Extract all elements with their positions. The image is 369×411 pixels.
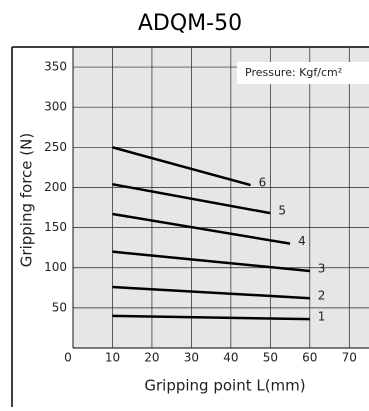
series-line bbox=[112, 146, 251, 187]
x-tick-label: 30 bbox=[184, 351, 199, 365]
x-tick-label: 0 bbox=[64, 351, 72, 365]
x-tick-label: 50 bbox=[263, 351, 278, 365]
y-tick-label: 100 bbox=[44, 260, 67, 274]
y-tick-label: 250 bbox=[44, 140, 67, 154]
plot: 50 100 150 200 250 300 350 0 10 20 30 40 50 60 70 1 2 34 5… bbox=[44, 47, 369, 365]
series-label: 5 bbox=[278, 204, 286, 218]
y-tick-label: 350 bbox=[44, 60, 67, 74]
annotation-box bbox=[237, 62, 369, 84]
y-tick-label: 300 bbox=[44, 100, 67, 114]
chart-title: ADQM-50 bbox=[138, 11, 242, 36]
x-tick-label: 70 bbox=[342, 351, 357, 365]
y-tick-label: 50 bbox=[52, 300, 67, 314]
plot-area bbox=[73, 47, 369, 348]
series-label: 6 bbox=[259, 176, 267, 190]
series-line bbox=[112, 250, 310, 273]
y-axis-label: Gripping force (N) bbox=[18, 133, 36, 267]
annotation: Pressure: Kgf/cm² bbox=[245, 66, 342, 79]
x-tick-label: 40 bbox=[223, 351, 238, 365]
y-tick-label: 200 bbox=[44, 180, 67, 194]
series-label: 3 bbox=[318, 261, 326, 275]
series-line bbox=[112, 183, 271, 215]
x-tick-label: 20 bbox=[144, 351, 159, 365]
series-label: 1 bbox=[318, 310, 326, 324]
x-axis-label: Gripping point L(mm) bbox=[144, 377, 305, 395]
x-tick-label: 60 bbox=[302, 351, 317, 365]
series-label: 4 bbox=[298, 234, 306, 248]
series-line bbox=[112, 285, 310, 300]
series-line bbox=[112, 314, 310, 321]
series-line bbox=[112, 212, 291, 245]
series-label: 2 bbox=[318, 289, 326, 303]
y-tick-label: 150 bbox=[44, 220, 67, 234]
x-tick-label: 10 bbox=[105, 351, 120, 365]
